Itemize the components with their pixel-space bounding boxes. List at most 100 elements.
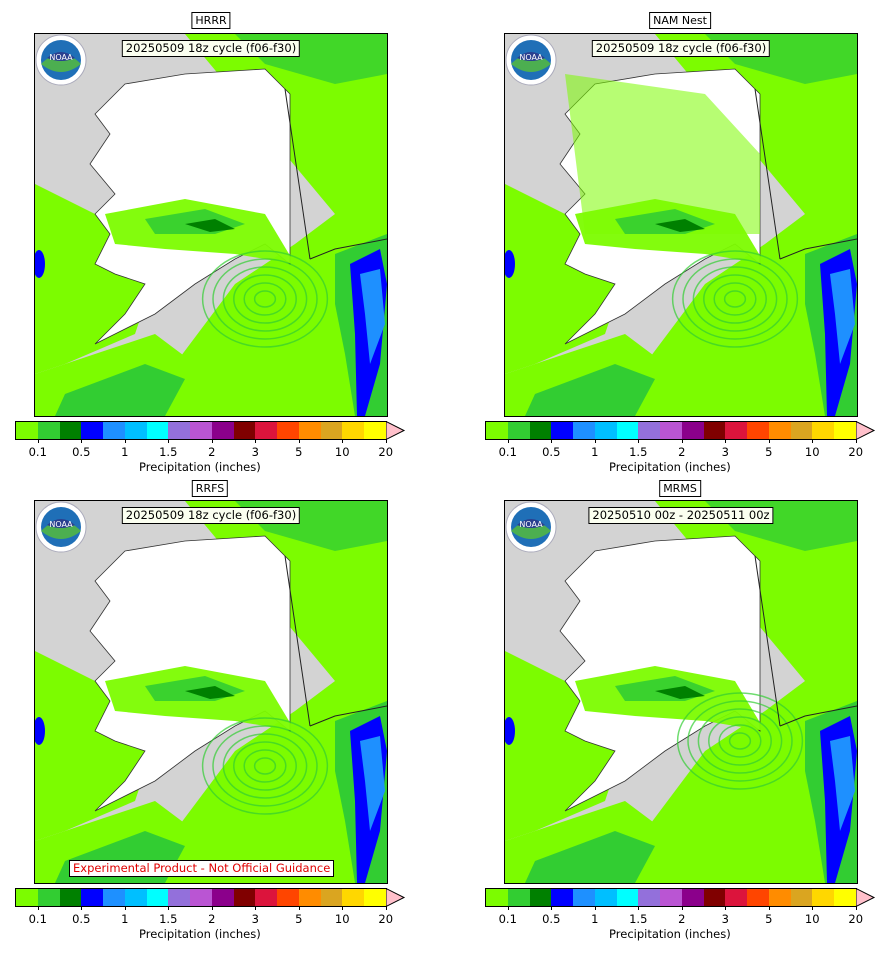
colorbar-cell [342,889,364,906]
panel-title: HRRR [191,12,231,29]
colorbar-cell [790,422,813,439]
colorbar-tickmark [81,439,83,443]
colorbar-tickmark [37,906,39,910]
colorbar-tickmark [638,439,640,443]
colorbar-tick-label: 5 [295,445,303,459]
colorbar-cell [594,889,617,906]
colorbar-tick-label: 20 [378,912,394,926]
colorbar-tick-label: 1.5 [629,445,648,459]
colorbar-tick-label: 1 [121,445,129,459]
precip-map: 20250510 00z - 20250511 00z NOAA [504,500,858,884]
svg-text:NOAA: NOAA [519,520,543,529]
cycle-label: 20250509 18z cycle (f06-f30) [121,40,301,57]
colorbar-tickmark [681,439,683,443]
colorbar-cell [747,422,769,439]
colorbar: 0.1 0.5 1 1.5 2 3 5 10 20 Precipitation (inches) [15,421,407,474]
colorbar-tick-label: 2 [678,445,686,459]
colorbar-cell [768,889,791,906]
colorbar-tick-label: 1 [591,445,599,459]
colorbar-tickmark [507,906,509,910]
colorbar-cell [507,422,530,439]
colorbar-tickmark [594,906,596,910]
colorbar-tick-label: 1.5 [159,912,178,926]
colorbar-tickmark [638,906,640,910]
colorbar-cell [168,889,190,906]
colorbar-cell [486,422,508,439]
colorbar-tickmark [124,906,126,910]
colorbar-tickmark [298,439,300,443]
colorbar-tickmark [168,439,170,443]
colorbar-tick-label: 3 [251,912,259,926]
colorbar-cell [103,889,125,906]
colorbar-label: Precipitation (inches) [139,927,261,941]
precip-map: 20250509 18z cycle (f06-f30) NOAA Experi… [34,500,388,884]
noaa-logo-icon: NOAA [35,34,87,86]
panel-title: MRMS [659,480,701,497]
colorbar-cell [681,889,704,906]
colorbar-cell [790,889,813,906]
colorbar-tick-label: 3 [721,445,729,459]
colorbar-tick-label: 3 [251,445,259,459]
colorbar-cell [59,889,82,906]
colorbar-tick-label: 5 [765,445,773,459]
colorbar-cell [255,422,277,439]
colorbar-extend-arrow [855,888,875,907]
colorbar-cell [638,889,660,906]
cycle-label: 20250509 18z cycle (f06-f30) [591,40,771,57]
colorbar-cell [725,889,747,906]
colorbar-cell [298,422,321,439]
colorbar-tick-label: 20 [848,445,864,459]
colorbar-tickmark [812,906,814,910]
colorbar-cell [146,889,169,906]
colorbar-extend-arrow [385,888,405,907]
colorbar-tick-label: 3 [721,912,729,926]
noaa-logo-icon: NOAA [505,501,557,553]
colorbar-tickmark [855,906,857,910]
colorbar: 0.1 0.5 1 1.5 2 3 5 10 20 Precipitation (inches) [15,888,407,941]
cycle-label: 20250509 18z cycle (f06-f30) [121,507,301,524]
colorbar-tick-label: 10 [334,445,350,459]
colorbar-tickmark [385,906,387,910]
colorbar-cell [146,422,169,439]
colorbar-tick-label: 0.5 [542,445,561,459]
cycle-label: 20250510 00z - 20250511 00z [588,507,774,524]
colorbar-cell [616,422,639,439]
colorbar-tick-label: 1 [121,912,129,926]
colorbar-cell [255,889,277,906]
colorbar-cell [277,889,299,906]
colorbar-tick-label: 5 [765,912,773,926]
colorbar-cell [168,422,190,439]
colorbar-cell [190,422,212,439]
colorbar-tick-label: 10 [804,445,820,459]
colorbar-tickmark [211,906,213,910]
colorbar-tickmark [342,906,344,910]
colorbar-extend-arrow [855,421,875,440]
colorbar-cell [681,422,704,439]
colorbar-cell [703,889,726,906]
colorbar-tickmark [211,439,213,443]
colorbar-cell [703,422,726,439]
svg-text:NOAA: NOAA [49,520,73,529]
map-canvas [505,501,857,883]
colorbar-cell [812,889,834,906]
colorbar-cell [551,889,573,906]
noaa-logo-icon: NOAA [35,501,87,553]
colorbar-tickmark [725,906,727,910]
colorbar-cell [486,889,508,906]
colorbar-cell [103,422,125,439]
colorbar-cells [15,421,387,440]
colorbar-tickmark [855,439,857,443]
colorbar-cell [616,889,639,906]
colorbar-tickmark [768,439,770,443]
colorbar-tickmark [37,439,39,443]
colorbar-cells [485,421,857,440]
colorbar-tick-label: 20 [848,912,864,926]
colorbar-cell [320,889,343,906]
experimental-disclaimer: Experimental Product - Not Official Guid… [69,860,335,877]
colorbar-cell [364,422,386,439]
colorbar-cell [768,422,791,439]
panel-title: RRFS [191,480,229,497]
map-canvas [35,34,387,416]
colorbar-cell [233,889,256,906]
colorbar-cell [277,422,299,439]
